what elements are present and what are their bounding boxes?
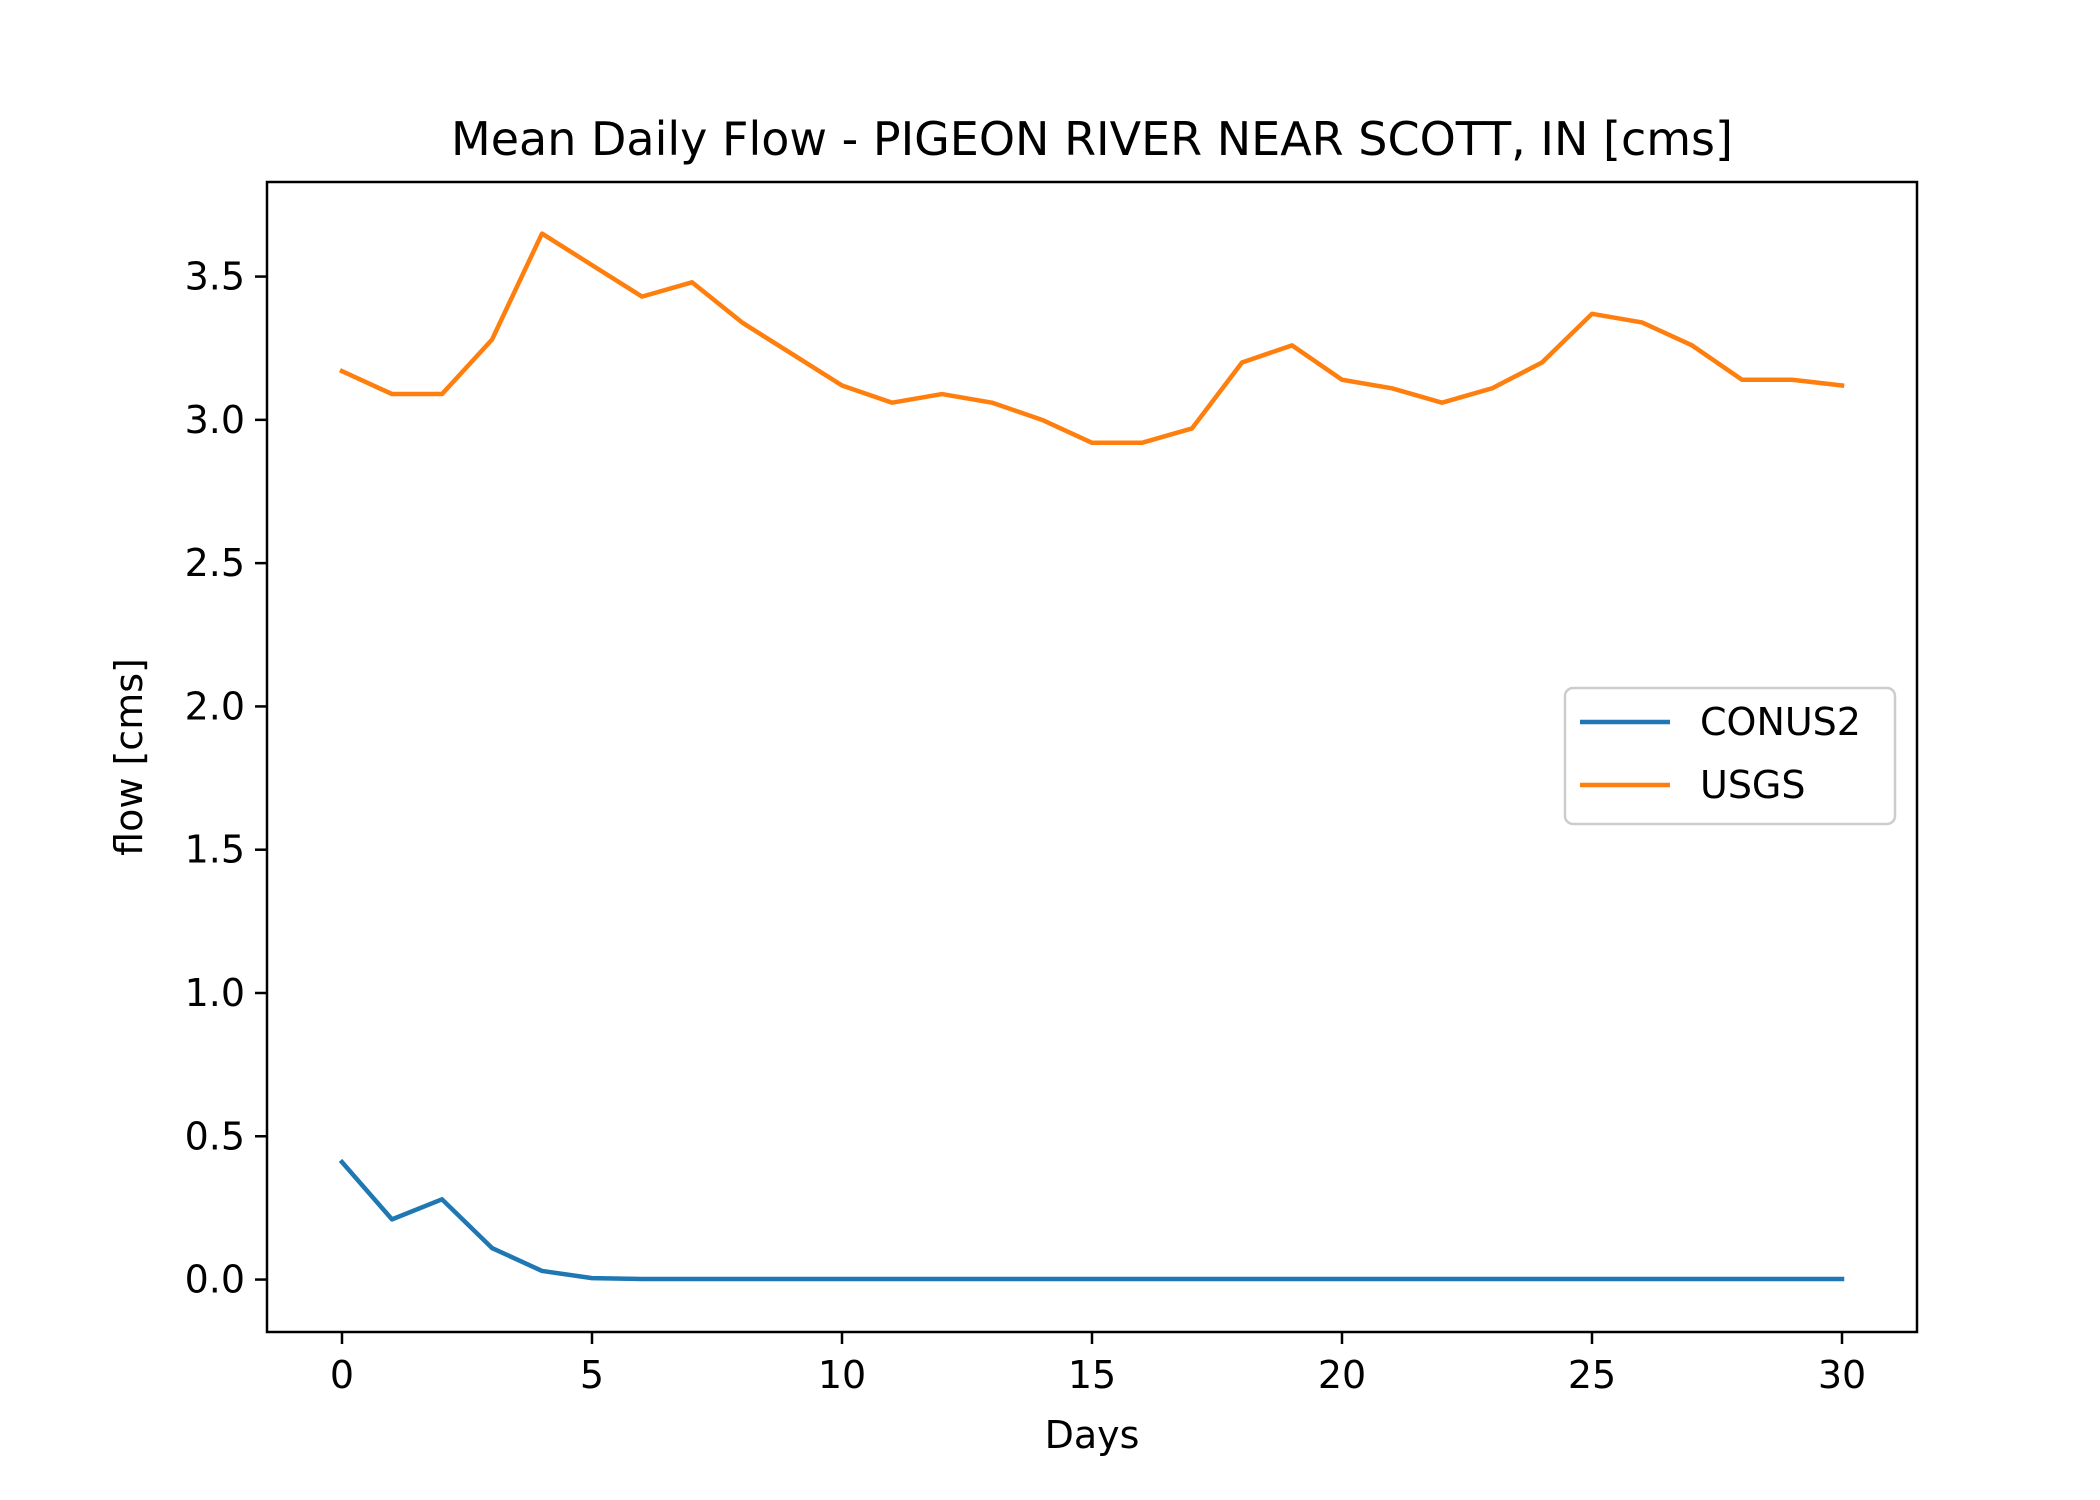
legend-label-conus2: CONUS2	[1700, 700, 1861, 744]
series-layer	[338, 231, 1845, 1282]
legend-label-usgs: USGS	[1700, 763, 1806, 807]
y-tick-label: 3.0	[185, 398, 245, 442]
x-tick-label: 20	[1318, 1353, 1366, 1397]
legend: CONUS2 USGS	[1563, 686, 1897, 826]
y-tick-label: 1.0	[185, 971, 245, 1015]
x-tick-label: 15	[1068, 1353, 1116, 1397]
x-axis-label: Days	[1045, 1413, 1140, 1457]
series-line-conus2	[338, 1158, 1845, 1282]
y-tick-label: 2.0	[185, 684, 245, 728]
chart-title: Mean Daily Flow - PIGEON RIVER NEAR SCOT…	[451, 112, 1733, 166]
y-tick-label: 0.5	[185, 1114, 245, 1158]
series-line-usgs	[339, 231, 1845, 446]
y-tick-label: 2.5	[185, 541, 245, 585]
x-tick-label: 0	[330, 1353, 354, 1397]
y-axis: 0.0 0.5 1.0 1.5 2.0 2.5 3.0 3.5	[185, 255, 267, 1302]
x-tick-label: 5	[580, 1353, 604, 1397]
y-tick-label: 1.5	[185, 828, 245, 872]
x-tick-label: 25	[1568, 1353, 1616, 1397]
x-tick-label: 30	[1818, 1353, 1866, 1397]
y-tick-label: 0.0	[185, 1258, 245, 1302]
x-tick-label: 10	[818, 1353, 866, 1397]
y-axis-label: flow [cms]	[107, 658, 151, 856]
x-axis: 0 5 10 15 20 25 30	[330, 1332, 1866, 1397]
y-tick-label: 3.5	[185, 255, 245, 299]
